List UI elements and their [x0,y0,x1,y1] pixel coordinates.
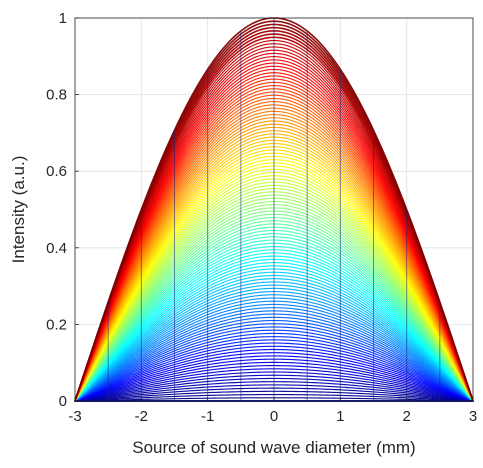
y-tick-label: 0.8 [46,87,67,104]
x-axis-label: Source of sound wave diameter (mm) [132,438,415,457]
x-tick-label: -1 [201,408,214,425]
x-tick-label: -3 [68,408,81,425]
y-tick-label: 0.2 [46,316,67,333]
x-tick-label: 0 [270,408,278,425]
y-axis-label: Intensity (a.u.) [9,156,28,264]
x-tick-label: 1 [336,408,344,425]
y-tick-label: 0.4 [46,240,67,257]
y-tick-label: 0.6 [46,163,67,180]
ticks-layer: -3 -2 -1 0 1 2 3 0 0.2 0.4 0.6 0.8 1 [46,10,477,425]
x-tick-label: 3 [469,408,477,425]
y-tick-label: 0 [59,393,67,410]
x-tick-label: 2 [402,408,410,425]
x-tick-label: -2 [135,408,148,425]
y-tick-label: 1 [59,10,67,27]
